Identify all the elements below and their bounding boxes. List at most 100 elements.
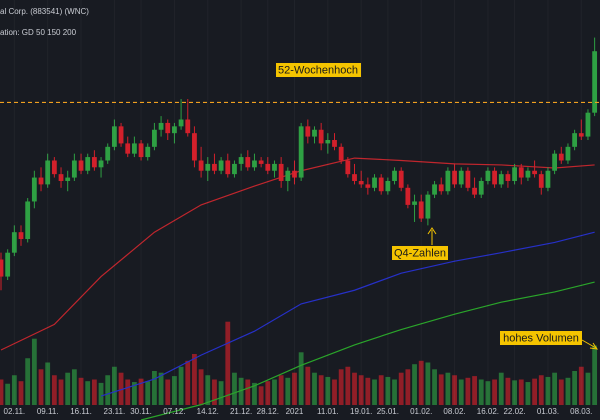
volume-bar xyxy=(292,372,297,405)
volume-bar xyxy=(572,371,578,405)
volume-bar xyxy=(318,375,324,405)
volume-bar xyxy=(585,372,591,405)
candle-body xyxy=(25,201,31,240)
volume-bar xyxy=(18,381,24,405)
candle-body xyxy=(258,160,264,164)
volume-bar xyxy=(498,372,504,405)
candle-body xyxy=(138,143,144,158)
arrow xyxy=(581,339,597,349)
x-tick-label: 2021 xyxy=(286,407,304,416)
candle-body xyxy=(378,177,384,192)
volume-bar xyxy=(132,382,137,405)
candle-body xyxy=(305,126,311,137)
candle-body xyxy=(65,177,71,181)
x-tick-label: 07.12. xyxy=(163,407,185,416)
candle-body xyxy=(58,174,64,181)
volume-bar xyxy=(472,376,477,405)
x-tick-label: 28.12. xyxy=(257,407,279,416)
candle-body xyxy=(111,126,117,147)
arrow-head xyxy=(427,227,437,235)
volume-bar xyxy=(238,377,244,405)
candle-body xyxy=(478,180,484,195)
volume-bar xyxy=(372,379,377,405)
candle-body xyxy=(205,163,211,171)
candle-body xyxy=(105,146,111,161)
volume-bar xyxy=(545,376,551,405)
label-box xyxy=(392,246,448,260)
volume-bar xyxy=(218,381,224,405)
candle-body xyxy=(518,167,524,178)
candle-body xyxy=(165,122,171,134)
volume-bar xyxy=(378,375,384,405)
x-tick-label: 09.11. xyxy=(37,407,59,416)
candle-body xyxy=(465,170,471,188)
candle-body xyxy=(585,112,591,137)
candle-body xyxy=(452,170,457,185)
volume-bar xyxy=(165,379,171,405)
x-tick-label: 01.02. xyxy=(410,407,432,416)
x-tick-label: 21.12. xyxy=(230,407,252,416)
candle-body xyxy=(185,119,191,134)
high-label: 52-Wochenhoch xyxy=(278,64,358,76)
volume-bar xyxy=(152,371,157,405)
candle-body xyxy=(558,153,564,161)
x-tick-label: 30.11. xyxy=(130,407,152,416)
candle-body xyxy=(78,160,84,171)
moving-average xyxy=(140,281,595,420)
candle-body xyxy=(265,163,271,171)
candle-body xyxy=(565,146,571,161)
candle-body xyxy=(312,129,317,137)
x-tick-label: 25.01. xyxy=(377,407,399,416)
candle-body xyxy=(532,170,537,175)
candle-body xyxy=(512,167,517,181)
x-tick-label: 08.03. xyxy=(570,407,592,416)
volume-bar xyxy=(512,380,517,405)
volume-bar xyxy=(25,358,31,405)
volume-layer xyxy=(0,321,598,405)
candle-body xyxy=(432,184,437,195)
volume-bar xyxy=(365,377,371,405)
candle-body xyxy=(118,126,124,144)
candle-body xyxy=(212,163,217,171)
volume-bar xyxy=(125,379,131,405)
x-tick-label: 02.11. xyxy=(4,407,26,416)
volume-bar xyxy=(485,381,491,405)
volume-bar xyxy=(405,369,411,405)
x-tick-label: 16.02. xyxy=(477,407,499,416)
candle-body xyxy=(125,143,131,154)
candle-body xyxy=(272,163,277,171)
candle-body xyxy=(538,174,544,188)
volume-bar xyxy=(385,376,391,405)
candle-body xyxy=(358,180,364,185)
volume-bar xyxy=(138,378,144,405)
volume-bar xyxy=(111,366,117,405)
volume-bar xyxy=(185,360,191,405)
volume-bar xyxy=(252,382,257,405)
candle-body xyxy=(365,184,371,188)
candle-body xyxy=(158,122,164,130)
candle-body xyxy=(578,133,584,137)
volume-bar xyxy=(118,372,124,405)
volume-bar xyxy=(265,381,271,405)
candle-body xyxy=(298,126,304,178)
candle-body xyxy=(292,170,297,178)
candle-body xyxy=(392,170,397,181)
x-tick-label: 01.03. xyxy=(537,407,559,416)
volume-bar xyxy=(398,372,404,405)
volume-bar xyxy=(105,375,111,405)
candle-body xyxy=(71,160,77,178)
candle-body xyxy=(91,157,97,168)
volume-bar xyxy=(438,374,444,405)
candles-layer xyxy=(0,37,598,291)
volume-bar xyxy=(425,362,431,405)
candle-body xyxy=(218,160,224,171)
candle-body xyxy=(545,170,551,188)
candle-body xyxy=(178,119,184,127)
candle-body xyxy=(425,194,431,219)
volume-bar xyxy=(11,375,17,405)
candle-body xyxy=(18,232,24,240)
candle-body xyxy=(325,140,331,144)
volume-bar xyxy=(5,383,11,405)
candle-body xyxy=(11,232,17,253)
candle-body xyxy=(385,180,391,192)
